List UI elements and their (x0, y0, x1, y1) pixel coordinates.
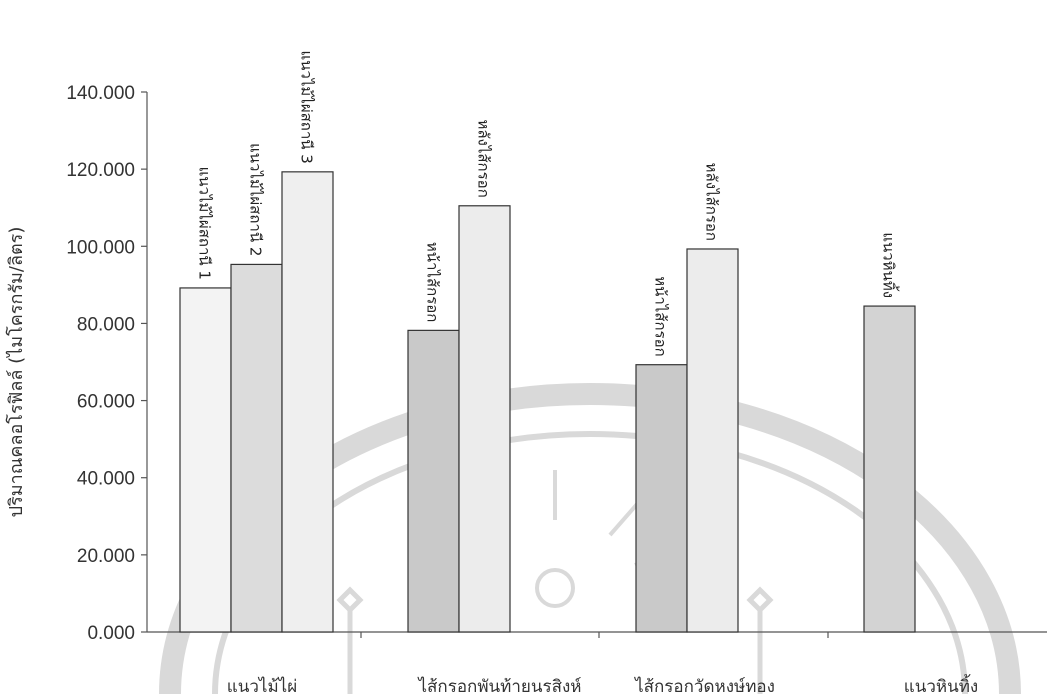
y-tick-label: 140.000 (66, 83, 135, 104)
bar-label: หน้าไส้กรอก (652, 276, 670, 357)
bar-label: หลังไส้กรอก (475, 119, 493, 197)
y-tick-label: 120.000 (66, 160, 135, 181)
x-category-label: ไส้กรอกพันท้ายนรสิงห์ (416, 676, 581, 694)
bar-label: หน้าไส้กรอก (424, 242, 442, 323)
bar (635, 364, 688, 633)
bar-label: แนวไม้ไผ่สถานี 3 (298, 50, 316, 163)
bar-label: แนวหินทิ้ง (880, 232, 900, 298)
bar (863, 305, 916, 633)
bar (407, 329, 460, 633)
bar-label: หลังไส้กรอก (703, 163, 721, 241)
bar (179, 287, 232, 633)
y-tick-label: 40.000 (77, 469, 135, 490)
category-labels: แนวไม้ไผ่ ไส้กรอกพันท้ายนรสิงห์ ไส้กรอกวัด… (227, 674, 978, 694)
y-axis-title: ปริมาณคลอโรฟิลล์ (ไมโครกรัม/ลิตร) (5, 227, 27, 518)
bar (281, 171, 334, 633)
x-category-label: แนวหินทิ้ง (904, 674, 978, 694)
y-tick-label: 100.000 (66, 237, 135, 258)
bars: แนวไม้ไผ่สถานี 1 แนวไม้ไผ่สถานี 2 แนวไม้ไผ… (179, 50, 916, 638)
x-category-label: แนวไม้ไผ่ (227, 676, 297, 694)
bar (230, 263, 283, 633)
bar-label: แนวไม้ไผ่สถานี 1 (196, 167, 214, 280)
y-tick-label: 20.000 (77, 546, 135, 567)
bar (686, 248, 739, 633)
y-tick-label: 0.000 (87, 623, 135, 644)
bar-label: แนวไม้ไผ่สถานี 2 (247, 143, 265, 256)
bar (458, 205, 511, 633)
y-axis: 0.000 20.000 40.000 60.000 80.000 100.000 120.… (66, 83, 148, 644)
y-tick-label: 80.000 (77, 314, 135, 335)
y-tick-label: 60.000 (77, 392, 135, 413)
x-category-label: ไส้กรอกวัดหงษ์ทอง (633, 676, 775, 694)
